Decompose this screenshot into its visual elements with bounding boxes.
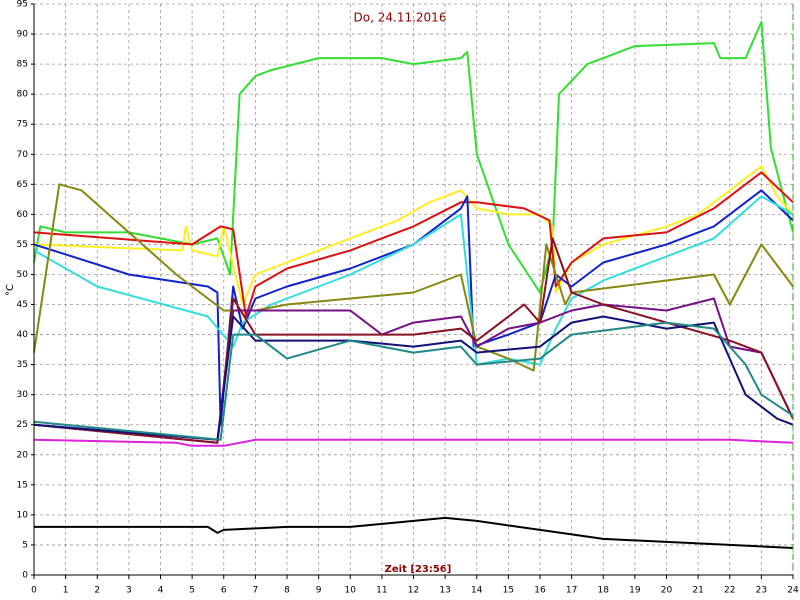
- x-tick-label: 13: [439, 586, 450, 596]
- data-line: [33, 297, 794, 444]
- data-line: [33, 189, 794, 426]
- x-tick-label: 11: [376, 586, 387, 596]
- data-line: [33, 237, 794, 444]
- x-tick-label: 8: [284, 586, 290, 596]
- x-tick-label: 22: [724, 586, 735, 596]
- y-tick-label: 50: [17, 270, 29, 280]
- y-tick-label: 15: [17, 480, 28, 490]
- x-tick-label: 6: [221, 586, 227, 596]
- y-tick-label: 45: [17, 300, 28, 310]
- x-tick-label: 16: [534, 586, 546, 596]
- y-tick-label: 10: [17, 510, 29, 520]
- y-tick-label: 85: [17, 60, 28, 70]
- y-tick-label: 5: [22, 540, 28, 550]
- x-tick-label: 2: [94, 586, 100, 596]
- y-axis-label: °C: [5, 284, 16, 296]
- x-tick-label: 10: [345, 586, 357, 596]
- y-tick-label: 65: [17, 180, 28, 190]
- x-tick-label: 19: [629, 586, 641, 596]
- y-tick-label: 0: [22, 571, 28, 581]
- data-line: [33, 171, 794, 318]
- x-tick-label: 9: [316, 586, 322, 596]
- y-tick-label: 20: [17, 450, 29, 460]
- data-line: [33, 438, 794, 447]
- x-tick-label: 15: [503, 586, 514, 596]
- x-tick-label: 12: [408, 586, 419, 596]
- x-tick-label: 23: [756, 586, 767, 596]
- data-line: [33, 183, 794, 372]
- x-tick-label: 18: [598, 586, 610, 596]
- x-tick-label: 21: [692, 586, 703, 596]
- x-tick-label: 20: [661, 586, 673, 596]
- y-tick-label: 40: [17, 330, 29, 340]
- data-line: [34, 516, 794, 549]
- y-tick-label: 55: [17, 240, 28, 250]
- x-tick-label: 3: [126, 586, 132, 596]
- y-tick-label: 75: [17, 120, 28, 130]
- x-tick-label: 24: [787, 586, 799, 596]
- x-tick-label: 4: [158, 586, 164, 596]
- x-tick-label: 0: [31, 586, 37, 596]
- y-tick-label: 25: [17, 420, 28, 430]
- x-tick-label: 5: [189, 586, 195, 596]
- x-tick-label: 1: [63, 586, 69, 596]
- y-tick-label: 70: [17, 150, 29, 160]
- data-line: [33, 165, 794, 306]
- x-tick-label: 7: [253, 586, 259, 596]
- y-tick-label: 60: [17, 210, 29, 220]
- y-tick-label: 95: [17, 0, 28, 10]
- x-axis-label: Zeit [23:56]: [385, 564, 452, 575]
- lines: [33, 21, 794, 549]
- y-tick-label: 90: [17, 30, 29, 40]
- chart-title: Do, 24.11.2016: [354, 11, 447, 25]
- y-tick-label: 35: [17, 360, 28, 370]
- y-tick-label: 30: [17, 390, 29, 400]
- x-tick-label: 14: [471, 586, 483, 596]
- x-tick-label: 17: [566, 586, 577, 596]
- data-line: [33, 21, 794, 294]
- data-line: [33, 321, 794, 441]
- data-line: [33, 315, 794, 441]
- y-tick-label: 80: [17, 90, 29, 100]
